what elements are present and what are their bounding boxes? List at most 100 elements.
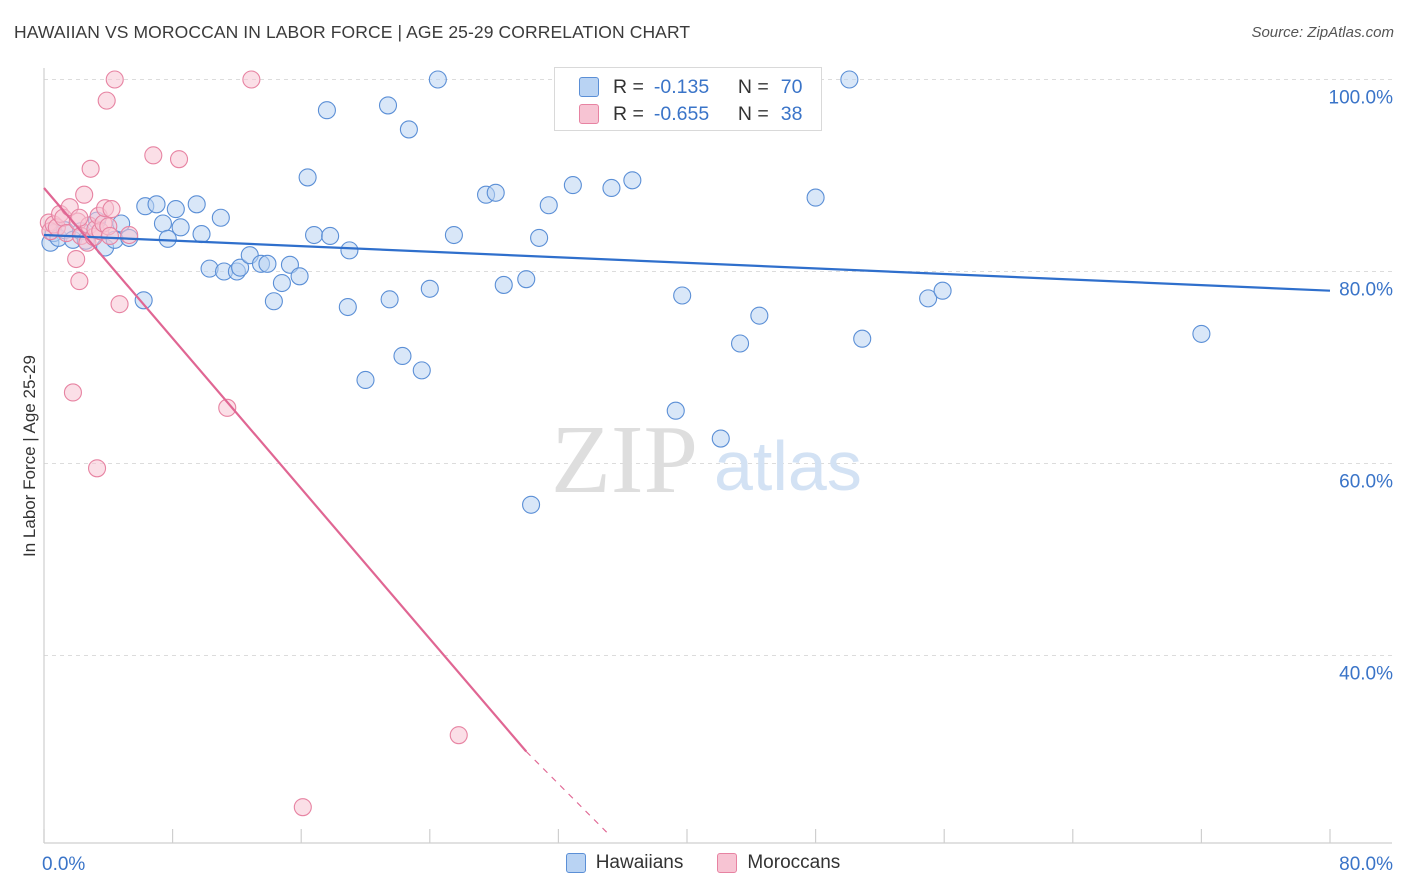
point-hawaiians	[412, 361, 431, 380]
legend-item-hawaiians: Hawaiians	[565, 852, 683, 874]
point-moroccans	[449, 726, 468, 745]
point-hawaiians	[134, 291, 153, 310]
point-hawaiians	[517, 270, 536, 289]
point-hawaiians	[602, 178, 621, 198]
point-hawaiians	[919, 289, 938, 308]
y-tick-label: 100.0%	[1329, 88, 1394, 109]
y-tick-labels: 100.0% 80.0% 60.0% 40.0%	[1329, 88, 1394, 685]
point-hawaiians	[380, 290, 399, 309]
legend-row-hawaiians: R = -0.135 N = 70	[579, 74, 802, 100]
point-hawaiians	[730, 334, 750, 353]
source-label: Source: ZipAtlas.com	[1251, 24, 1394, 41]
gridlines	[44, 79, 1392, 656]
point-hawaiians	[321, 226, 340, 246]
point-hawaiians	[305, 225, 324, 245]
point-hawaiians	[378, 96, 398, 115]
x-tick-label: 0.0%	[42, 854, 85, 875]
legend-n-value: 38	[780, 102, 803, 125]
point-moroccans	[169, 150, 189, 169]
point-hawaiians	[806, 188, 825, 207]
point-hawaiians	[280, 255, 299, 274]
point-hawaiians	[264, 292, 283, 311]
point-hawaiians	[522, 495, 541, 514]
point-hawaiians	[840, 70, 859, 89]
y-tick-label: 40.0%	[1339, 664, 1393, 685]
legend-r-value: -0.135	[653, 75, 710, 98]
point-hawaiians	[393, 346, 412, 366]
point-moroccans	[70, 272, 89, 291]
point-moroccans	[242, 70, 261, 89]
point-moroccans	[105, 70, 124, 89]
point-hawaiians	[192, 225, 211, 244]
y-tick-label: 60.0%	[1339, 472, 1393, 493]
point-hawaiians	[539, 196, 558, 215]
point-moroccans	[120, 225, 139, 245]
point-moroccans	[293, 798, 312, 817]
point-hawaiians	[340, 241, 359, 260]
point-moroccans	[81, 159, 100, 178]
watermark: ZIP atlas	[551, 406, 862, 514]
point-hawaiians	[166, 200, 185, 219]
point-moroccans	[110, 295, 129, 314]
point-hawaiians	[750, 306, 769, 325]
legend-item-moroccans: Moroccans	[717, 852, 840, 874]
x-tick-labels: 0.0% 80.0%	[42, 854, 1393, 875]
point-moroccans	[75, 185, 94, 204]
legend-swatch-moroccans	[579, 104, 599, 124]
legend-r-label: R =	[613, 75, 644, 98]
point-hawaiians	[290, 267, 309, 286]
point-hawaiians	[494, 275, 513, 294]
point-hawaiians	[171, 218, 190, 237]
trendline-hawaiians	[43, 233, 1331, 292]
point-moroccans	[67, 249, 86, 269]
point-hawaiians	[420, 279, 439, 298]
legend-n-label: N =	[737, 75, 769, 98]
point-moroccans	[97, 91, 116, 110]
legend-r-value: -0.655	[653, 102, 710, 125]
point-hawaiians	[153, 214, 173, 233]
point-hawaiians	[428, 70, 447, 89]
series-hawaiians	[41, 70, 1211, 514]
point-hawaiians	[231, 258, 250, 277]
legend-r-label: R =	[613, 102, 644, 125]
point-hawaiians	[272, 273, 291, 293]
point-hawaiians	[298, 168, 317, 187]
trendline-moroccans-extension	[525, 751, 608, 833]
series-legend: Hawaiians Moroccans	[0, 852, 1406, 874]
point-moroccans	[100, 226, 119, 246]
legend-n-label: N =	[737, 102, 769, 125]
point-hawaiians	[399, 120, 418, 139]
stats-legend: R = -0.135 N = 70 R = -0.655 N = 38	[554, 67, 822, 131]
point-hawaiians	[338, 297, 357, 317]
point-hawaiians	[563, 176, 582, 195]
legend-swatch-hawaiians	[565, 853, 586, 873]
point-hawaiians	[258, 254, 277, 273]
point-hawaiians	[317, 101, 336, 120]
point-hawaiians	[147, 195, 166, 214]
point-hawaiians	[158, 229, 177, 248]
point-hawaiians	[444, 225, 463, 245]
trendline-moroccans	[43, 187, 528, 753]
legend-n-value: 70	[780, 75, 803, 98]
point-hawaiians	[623, 171, 642, 190]
series-moroccans	[39, 70, 468, 817]
point-hawaiians	[211, 208, 230, 227]
point-hawaiians	[530, 228, 549, 247]
watermark-zip: ZIP	[551, 406, 698, 514]
x-tick-label: 80.0%	[1339, 854, 1393, 875]
y-axis-label: In Labor Force | Age 25-29	[20, 355, 39, 557]
point-hawaiians	[933, 281, 952, 300]
point-moroccans	[63, 383, 82, 402]
point-hawaiians	[673, 286, 692, 305]
y-tick-label: 80.0%	[1339, 280, 1393, 301]
point-hawaiians	[187, 195, 206, 214]
legend-label-moroccans: Moroccans	[747, 852, 841, 873]
legend-swatch-hawaiians	[579, 77, 599, 97]
point-hawaiians	[853, 329, 872, 348]
point-moroccans	[144, 146, 163, 165]
watermark-atlas: atlas	[714, 427, 862, 505]
point-hawaiians	[1192, 324, 1211, 343]
trendlines	[43, 187, 1331, 833]
point-moroccans	[102, 200, 121, 219]
